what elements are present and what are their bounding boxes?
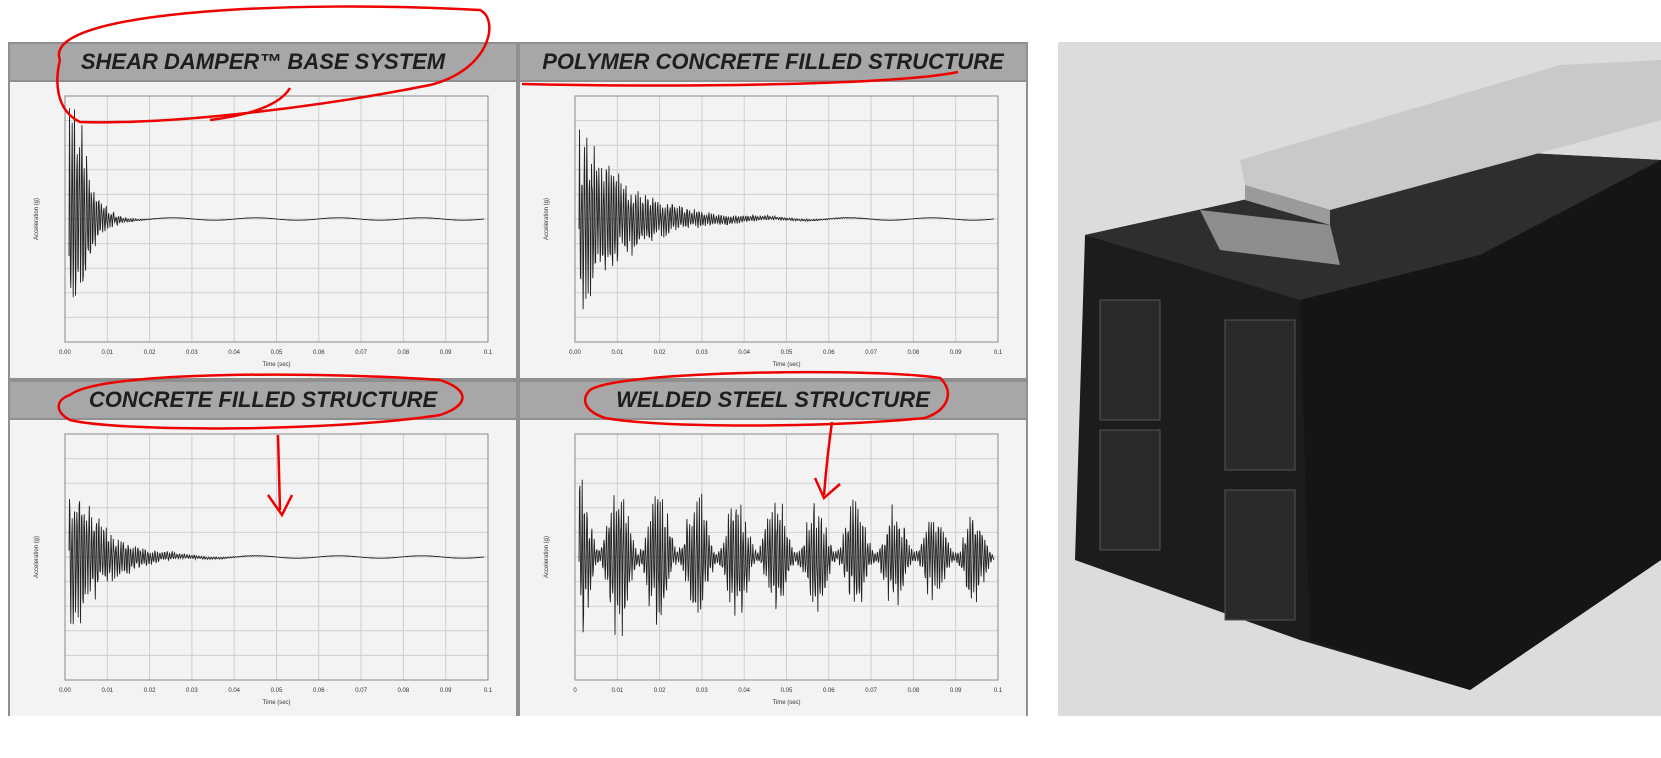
x-tick-label: 0.09 xyxy=(950,688,962,694)
panel-title: CONCRETE FILLED STRUCTURE xyxy=(89,387,439,412)
x-tick-label: 0.01 xyxy=(101,688,113,694)
x-tick-label: 0.06 xyxy=(823,350,835,356)
x-tick-label: 0.1 xyxy=(484,688,493,694)
x-tick-label: 0.05 xyxy=(271,688,283,694)
x-tick-label: 0.06 xyxy=(313,688,325,694)
x-tick-label: 0.04 xyxy=(738,688,750,694)
x-axis-label: Time (sec) xyxy=(262,700,290,706)
x-tick-label: 0.08 xyxy=(908,350,920,356)
panel-title: POLYMER CONCRETE FILLED STRUCTURE xyxy=(542,49,1005,74)
x-tick-label: 0.09 xyxy=(950,350,962,356)
y-axis-label: Acceleration (g) xyxy=(34,536,40,578)
product-photo xyxy=(1058,42,1661,716)
x-tick-label: 0.06 xyxy=(823,688,835,694)
x-tick-label: 0.04 xyxy=(228,350,240,356)
x-tick-label: 0.1 xyxy=(484,350,493,356)
x-tick-label: 0.09 xyxy=(440,688,452,694)
panel-title: WELDED STEEL STRUCTURE xyxy=(616,387,931,412)
x-tick-label: 0.05 xyxy=(781,350,793,356)
x-axis-label: Time (sec) xyxy=(772,700,800,706)
x-tick-label: 0.07 xyxy=(355,350,367,356)
chart-panel: CONCRETE FILLED STRUCTURE 0.00 0.01 0.02 0.0… xyxy=(10,382,516,716)
x-tick-label: 0.08 xyxy=(908,688,920,694)
x-tick-label: 0.01 xyxy=(611,688,623,694)
x-tick-label: 0.03 xyxy=(186,688,198,694)
chart-panel: SHEAR DAMPER™ BASE SYSTEM 0.00 0.01 0.02 0.0… xyxy=(10,44,516,378)
x-tick-label: 0.04 xyxy=(228,688,240,694)
x-tick-label: 0.05 xyxy=(781,688,793,694)
x-tick-label: 0.00 xyxy=(59,350,71,356)
x-tick-label: 0.09 xyxy=(440,350,452,356)
x-tick-label: 0.02 xyxy=(144,350,156,356)
y-axis-label: Acceleration (g) xyxy=(544,198,550,240)
x-tick-label: 0.08 xyxy=(398,350,410,356)
x-tick-label: 0.07 xyxy=(865,350,877,356)
x-tick-label: 0.07 xyxy=(355,688,367,694)
x-tick-label: 0.04 xyxy=(738,350,750,356)
x-tick-label: 0.03 xyxy=(696,350,708,356)
x-tick-label: 0.08 xyxy=(398,688,410,694)
x-tick-label: 0.02 xyxy=(654,688,666,694)
x-tick-label: 0.02 xyxy=(144,688,156,694)
page: SHEAR DAMPER™ BASE SYSTEM 0.00 0.01 0.02 0.0… xyxy=(0,0,1661,758)
x-tick-label: 0.00 xyxy=(569,350,581,356)
x-tick-label: 0.05 xyxy=(271,350,283,356)
x-tick-label: 0.1 xyxy=(994,350,1003,356)
x-tick-label: 0.07 xyxy=(865,688,877,694)
x-tick-label: 0.1 xyxy=(994,688,1003,694)
x-tick-label: 0.02 xyxy=(654,350,666,356)
x-tick-label: 0.00 xyxy=(59,688,71,694)
x-axis-label: Time (sec) xyxy=(262,362,290,368)
x-tick-label: 0.06 xyxy=(313,350,325,356)
x-tick-label: 0.01 xyxy=(611,350,623,356)
x-axis-label: Time (sec) xyxy=(772,362,800,368)
y-axis-label: Acceleration (g) xyxy=(34,198,40,240)
x-tick-label: 0.03 xyxy=(186,350,198,356)
panel-title: SHEAR DAMPER™ BASE SYSTEM xyxy=(81,49,446,74)
x-tick-label: 0.03 xyxy=(696,688,708,694)
chart-panel: POLYMER CONCRETE FILLED STRUCTURE 0.00 0.0… xyxy=(520,44,1026,378)
x-tick-label: 0.01 xyxy=(101,350,113,356)
y-axis-label: Acceleration (g) xyxy=(544,536,550,578)
